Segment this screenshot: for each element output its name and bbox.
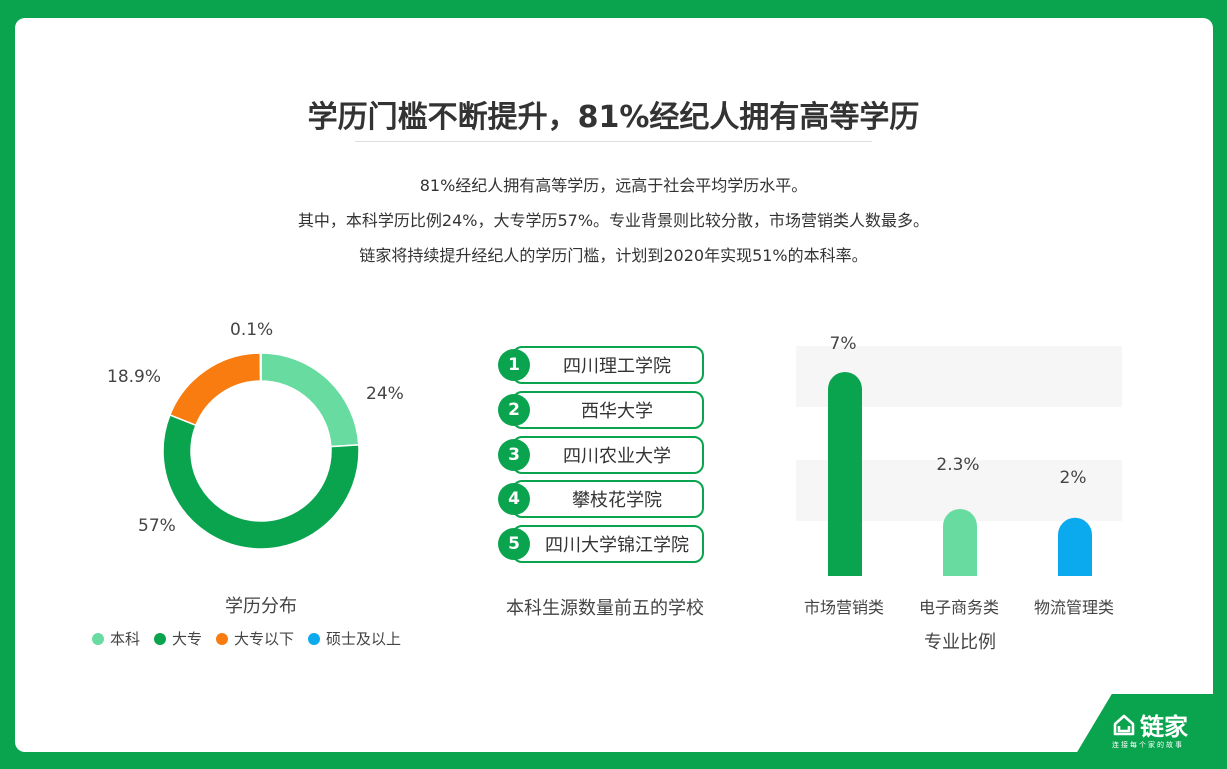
school-list-caption: 本科生源数量前五的学校 bbox=[506, 598, 704, 619]
donut-slice-3 bbox=[259, 352, 262, 382]
donut-label-below-college: 18.9% bbox=[107, 367, 162, 387]
bar-value-label: 2% bbox=[1059, 468, 1087, 488]
donut-caption: 学历分布 bbox=[225, 596, 297, 617]
bar-chart-caption: 专业比例 bbox=[924, 632, 996, 653]
description-line-2: 其中，本科学历比例24%，大专学历57%。专业背景则比较分散，市场营销类人数最多… bbox=[297, 211, 930, 230]
donut-label-master: 0.1% bbox=[230, 320, 274, 340]
brand-slogan: 连接每个家的故事 bbox=[1112, 741, 1184, 749]
bar-value-label: 2.3% bbox=[936, 455, 980, 475]
legend-dot bbox=[308, 632, 321, 645]
legend-item-master: 硕士及以上 bbox=[308, 628, 401, 649]
page-title: 学历门槛不断提升，81%经纪人拥有高等学历 bbox=[307, 100, 920, 135]
school-item: 1 四川理工学院 bbox=[498, 346, 704, 384]
brand-logo: 链家 bbox=[1112, 707, 1188, 742]
school-rank-badge: 5 bbox=[498, 528, 530, 560]
bar-category-label: 电子商务类 bbox=[918, 598, 999, 617]
major-bar-chart bbox=[796, 346, 1122, 576]
legend-dot bbox=[216, 632, 229, 645]
school-item: 5 四川大学锦江学院 bbox=[498, 525, 704, 563]
donut-slice-1 bbox=[162, 413, 360, 550]
bar-0 bbox=[828, 372, 862, 576]
education-donut-chart bbox=[162, 352, 360, 550]
donut-slice-0 bbox=[260, 352, 360, 448]
school-name: 四川大学锦江学院 bbox=[512, 525, 704, 563]
school-name: 四川理工学院 bbox=[512, 346, 704, 384]
description-line-3: 链家将持续提升经纪人的学历门槛，计划到2020年实现51%的本科率。 bbox=[359, 246, 868, 265]
legend-item-bachelor: 本科 bbox=[92, 628, 140, 649]
section-tab-label: 基础画像 bbox=[20, 36, 113, 61]
legend-item-below-college: 大专以下 bbox=[216, 628, 294, 649]
school-rank-badge: 3 bbox=[498, 439, 530, 471]
legend-label: 硕士及以上 bbox=[326, 630, 402, 648]
bar-category-label: 市场营销类 bbox=[803, 598, 884, 617]
house-icon bbox=[1113, 714, 1135, 735]
donut-slice-2 bbox=[168, 352, 262, 427]
legend-label: 大专以下 bbox=[234, 630, 295, 648]
bar-category-label: 物流管理类 bbox=[1033, 598, 1114, 617]
brand-name: 链家 bbox=[1140, 713, 1188, 741]
school-name: 攀枝花学院 bbox=[512, 480, 704, 518]
school-rank-badge: 1 bbox=[498, 349, 530, 381]
school-name: 四川农业大学 bbox=[512, 436, 704, 474]
description-line-1: 81%经纪人拥有高等学历，远高于社会平均学历水平。 bbox=[419, 176, 808, 195]
donut-label-bachelor: 24% bbox=[366, 384, 404, 404]
bar-2 bbox=[1058, 517, 1092, 576]
donut-label-college: 57% bbox=[138, 516, 176, 536]
bar-value-label: 7% bbox=[829, 334, 857, 354]
school-item: 4 攀枝花学院 bbox=[498, 480, 704, 518]
school-item: 3 四川农业大学 bbox=[498, 436, 704, 474]
school-rank-badge: 4 bbox=[498, 483, 530, 515]
donut-legend: 本科 大专 大专以下 硕士及以上 bbox=[92, 628, 401, 649]
legend-label: 本科 bbox=[110, 630, 141, 648]
legend-dot bbox=[92, 632, 104, 645]
school-item: 2 西华大学 bbox=[498, 391, 704, 429]
legend-dot bbox=[154, 632, 167, 645]
title-divider bbox=[355, 141, 872, 142]
school-name: 西华大学 bbox=[512, 391, 704, 429]
legend-label: 大专 bbox=[172, 630, 203, 648]
legend-item-college: 大专 bbox=[154, 628, 202, 649]
school-rank-badge: 2 bbox=[498, 394, 530, 426]
bar-1 bbox=[943, 508, 977, 576]
